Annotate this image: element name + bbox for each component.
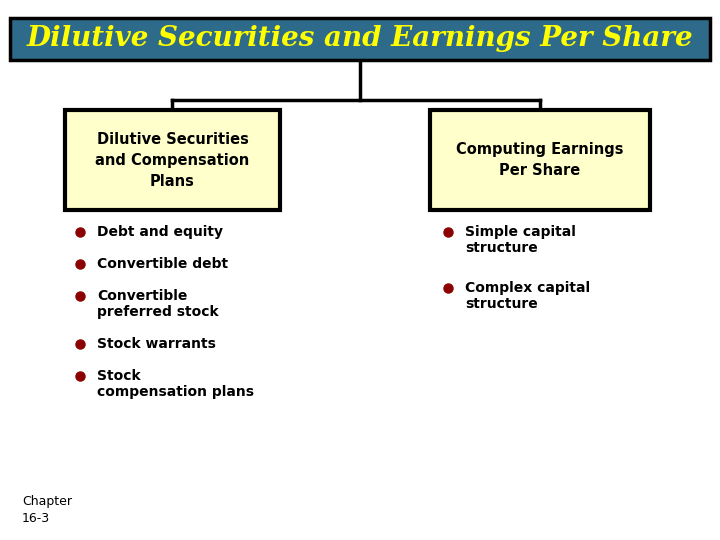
Text: Chapter
16-3: Chapter 16-3 xyxy=(22,495,72,525)
Text: Dilutive Securities
and Compensation
Plans: Dilutive Securities and Compensation Pla… xyxy=(95,132,250,188)
FancyBboxPatch shape xyxy=(430,110,650,210)
Text: compensation plans: compensation plans xyxy=(97,385,254,399)
Text: structure: structure xyxy=(465,241,538,255)
Text: Dilutive Securities and Earnings Per Share: Dilutive Securities and Earnings Per Sha… xyxy=(27,25,693,52)
Text: Convertible debt: Convertible debt xyxy=(97,257,228,271)
Text: preferred stock: preferred stock xyxy=(97,305,219,319)
Text: Convertible: Convertible xyxy=(97,289,187,303)
Text: Stock: Stock xyxy=(97,369,140,383)
FancyBboxPatch shape xyxy=(10,18,710,60)
Text: Stock warrants: Stock warrants xyxy=(97,337,216,351)
Text: Complex capital: Complex capital xyxy=(465,281,590,295)
FancyBboxPatch shape xyxy=(65,110,280,210)
Text: Debt and equity: Debt and equity xyxy=(97,225,223,239)
Text: Computing Earnings
Per Share: Computing Earnings Per Share xyxy=(456,142,624,178)
Text: Simple capital: Simple capital xyxy=(465,225,576,239)
Text: structure: structure xyxy=(465,297,538,311)
